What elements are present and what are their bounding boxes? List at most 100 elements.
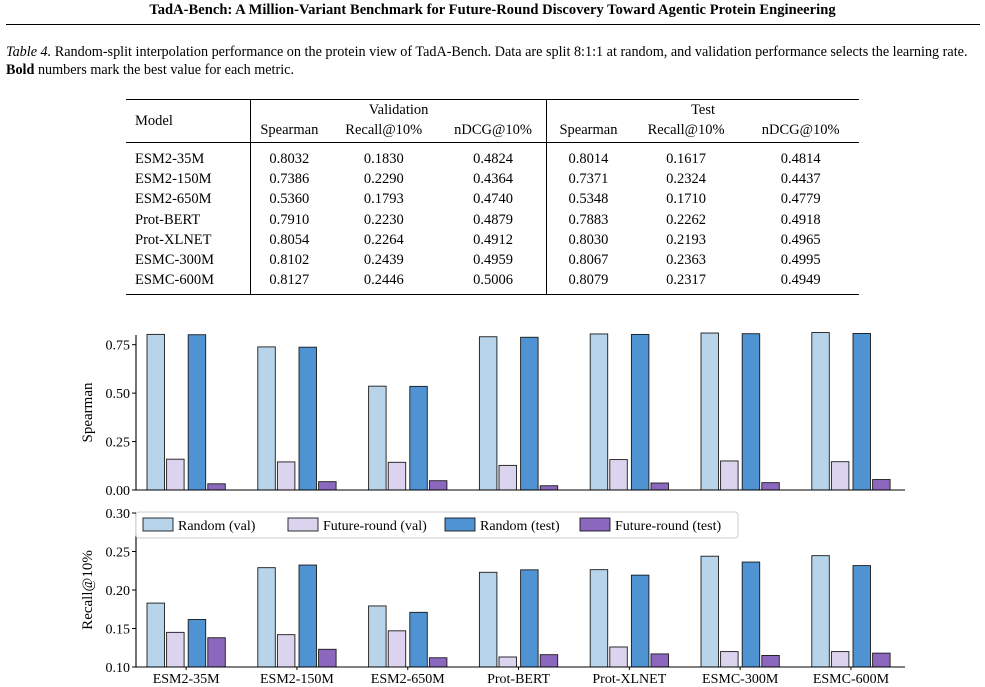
table-row: ESM2-35M 0.8032 0.1830 0.4824 0.8014 0.1617 0.… bbox=[126, 142, 859, 170]
x-tick-label: ESMC-600M bbox=[813, 672, 890, 687]
legend-label: Random (test) bbox=[480, 519, 560, 534]
metric-value-cell: 0.4364 bbox=[473, 170, 513, 187]
metric-value-cell: 0.8079 bbox=[546, 270, 630, 296]
metric-value-cell: 0.2324 bbox=[666, 170, 706, 187]
y-tick-label: 0.15 bbox=[106, 623, 131, 638]
metric-value-cell: 0.2230 bbox=[363, 211, 404, 228]
x-tick-label: ESM2-650M bbox=[371, 672, 445, 687]
bar-mark bbox=[872, 652, 891, 668]
chart-panel-recall: 0.10 0.15 0.20 0.25 0.30 Recall@10% ESM2-35M ES… bbox=[80, 507, 905, 687]
results-table-body: ESM2-35M 0.8032 0.1830 0.4824 0.8014 0.1617 0.… bbox=[126, 142, 859, 296]
caption-text-1: Random-split interpolation performance o… bbox=[51, 44, 968, 60]
caption-bold-word: Bold bbox=[6, 61, 35, 78]
model-name-cell: ESM2-150M bbox=[135, 170, 212, 187]
bar-mark bbox=[761, 482, 780, 491]
metric-value-cell: 0.8032 bbox=[250, 142, 328, 170]
bar-mark bbox=[368, 385, 387, 491]
bar-mark bbox=[852, 333, 871, 491]
y-tick-label: 0.30 bbox=[106, 507, 131, 522]
y-tick-label: 0.20 bbox=[106, 584, 131, 599]
bar-mark bbox=[520, 569, 539, 668]
x-tick-label: ESMC-300M bbox=[702, 672, 779, 687]
bar-mark bbox=[298, 564, 317, 668]
metric-value-cell: 0.5360 bbox=[250, 189, 328, 210]
metric-header: Spearman bbox=[250, 119, 328, 143]
metric-value-cell: 0.5006 bbox=[439, 270, 547, 296]
y-tick-label: 0.50 bbox=[106, 387, 131, 402]
bar-mark bbox=[811, 555, 830, 668]
legend-label: Future-round (test) bbox=[615, 519, 721, 534]
metric-value-cell: 0.2446 bbox=[327, 270, 440, 296]
bar-mark bbox=[276, 461, 296, 491]
bar-mark bbox=[700, 555, 719, 668]
metric-value-cell: 0.4912 bbox=[473, 231, 513, 248]
metric-value-cell: 0.4959 bbox=[473, 252, 513, 269]
bar-mark bbox=[720, 651, 739, 668]
metric-header: Spearman bbox=[546, 119, 630, 143]
x-tick-label: Prot-BERT bbox=[487, 672, 550, 687]
bar-mark bbox=[428, 480, 448, 491]
bar-mark bbox=[257, 346, 276, 491]
bar-mark bbox=[207, 637, 226, 668]
legend-swatch bbox=[142, 517, 174, 532]
legend-label: Random (val) bbox=[178, 519, 256, 534]
x-tick-label: ESM2-150M bbox=[260, 672, 334, 687]
table-row: ESMC-600M 0.8127 0.2446 0.5006 0.8079 0.2317 0… bbox=[126, 270, 859, 296]
metric-value-cell: 0.7371 bbox=[546, 169, 630, 190]
bar-mark bbox=[298, 346, 317, 491]
bar-mark bbox=[166, 458, 185, 491]
bar-mark bbox=[650, 653, 669, 668]
bar-mark bbox=[830, 651, 850, 668]
bar-mark bbox=[741, 561, 761, 668]
metric-header: Recall@10% bbox=[327, 119, 440, 143]
bar-mark bbox=[872, 479, 891, 491]
bar-mark bbox=[852, 565, 871, 668]
metric-value-cell: 0.2193 bbox=[666, 231, 706, 248]
bar-mark bbox=[589, 569, 609, 668]
metric-header: Recall@10% bbox=[629, 119, 743, 143]
y-tick-label: 0.25 bbox=[106, 546, 131, 561]
metric-value-cell: 0.7386 bbox=[250, 169, 328, 190]
table-row: ESM2-650M 0.5360 0.1793 0.4740 0.5348 0.1710 0… bbox=[126, 189, 859, 210]
bar-mark bbox=[146, 333, 165, 491]
bar-mark bbox=[207, 483, 226, 491]
bar-mark bbox=[478, 336, 498, 491]
bar-mark bbox=[630, 574, 650, 668]
bar-mark bbox=[830, 461, 850, 491]
bar-mark bbox=[478, 571, 498, 668]
caption-text-2: numbers mark the best value for each met… bbox=[34, 61, 294, 78]
metric-value-cell: 0.1710 bbox=[666, 191, 706, 208]
bar-mark bbox=[409, 385, 428, 491]
metric-value-cell: 0.2290 bbox=[363, 170, 404, 187]
bar-mark bbox=[428, 657, 448, 668]
bar-mark bbox=[387, 630, 407, 668]
model-name-cell: ESMC-300M bbox=[135, 252, 214, 269]
bar-mark bbox=[609, 646, 628, 668]
chart-panel-spearman: 0.00 0.25 0.50 0.75 Spearman bbox=[80, 332, 905, 499]
metric-value-cell: 0.4814 bbox=[780, 150, 821, 167]
bar-mark bbox=[741, 333, 761, 491]
y-tick-label: 0.25 bbox=[106, 436, 131, 451]
bar-mark bbox=[318, 648, 337, 668]
bar-mark bbox=[609, 459, 628, 491]
metric-value-cell: 0.7910 bbox=[250, 209, 328, 231]
metric-value-cell: 0.4437 bbox=[780, 170, 821, 187]
y-tick-label: 0.10 bbox=[106, 661, 131, 676]
model-name-cell: Prot-BERT bbox=[135, 211, 201, 228]
y-axis-label: Recall@10% bbox=[80, 550, 96, 630]
bar-mark bbox=[811, 332, 830, 491]
bar-mark bbox=[276, 634, 296, 668]
metric-header: nDCG@10% bbox=[439, 119, 547, 143]
legend-swatch bbox=[579, 517, 611, 532]
metric-value-cell: 0.8067 bbox=[546, 250, 630, 271]
y-axis-label: Spearman bbox=[80, 382, 96, 442]
metric-value-cell: 0.8127 bbox=[250, 270, 328, 296]
bar-mark bbox=[187, 334, 207, 491]
table-caption: Table 4. Random-split interpolation perf… bbox=[6, 44, 981, 79]
table-row: Prot-BERT 0.7910 0.2230 0.4879 0.7883 0.2262 0… bbox=[126, 209, 859, 231]
metric-value-cell: 0.1830 bbox=[363, 150, 404, 167]
metric-value-cell: 0.2439 bbox=[363, 252, 404, 269]
bar-mark bbox=[498, 464, 517, 491]
running-head: TadA-Bench: A Million-Variant Benchmark … bbox=[149, 2, 836, 18]
